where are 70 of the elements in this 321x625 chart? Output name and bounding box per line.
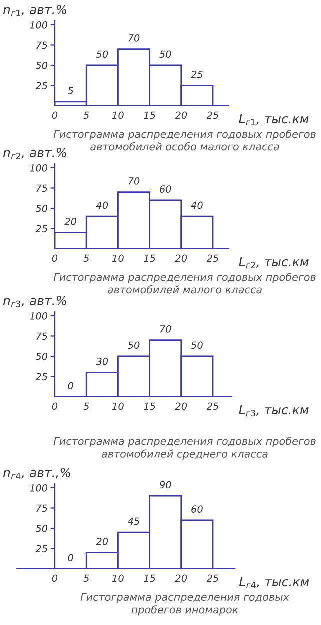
x-axis-title: L$_{г2}$, тыс.км: [239, 257, 309, 268]
data-label: 50: [96, 50, 108, 58]
x-tick-label: 5: [84, 112, 90, 120]
y-tick-label: 75: [36, 42, 48, 50]
text: Гистограмма распределения годовых пробегов иномарок: [80, 593, 290, 616]
x-tick-label: 5: [84, 402, 90, 410]
data-label: 0: [68, 382, 74, 390]
x-tick-label: 5: [84, 574, 90, 582]
data-label: 5: [68, 87, 74, 95]
y-tick-label: 25: [36, 545, 48, 553]
data-label: 60: [192, 506, 203, 513]
text: Гистограмма распределения годовых пробегов автомобилей малого класса: [54, 273, 316, 294]
x-tick-label: 20: [175, 112, 188, 120]
data-label: 20: [64, 218, 76, 226]
y-tick-label: 50: [36, 352, 48, 360]
y-tick-label: 100: [30, 312, 48, 320]
y-axis-title: n$_{г1}$, авт.%: [3, 5, 67, 16]
x-axis-title: L$_{г3}$, тыс.км: [239, 405, 309, 417]
data-label: 50: [160, 50, 172, 58]
y-tick-label: 25: [36, 373, 48, 381]
data-label: 40: [191, 202, 203, 210]
y-tick-label: 100: [30, 484, 48, 492]
data-label: 40: [96, 202, 108, 210]
x-tick-label: 15: [144, 254, 156, 262]
x-tick-label: 5: [84, 254, 90, 262]
y-tick-label: 50: [36, 524, 48, 532]
x-tick-label: 25: [206, 254, 219, 262]
y-tick-label: 75: [36, 184, 48, 192]
x-tick-label: 25: [206, 574, 219, 582]
x-tick-label: 25: [206, 112, 219, 120]
data-label: 70: [160, 326, 172, 333]
x-tick-label: 20: [175, 574, 188, 582]
x-tick-label: 10: [112, 254, 124, 262]
data-label: 90: [160, 481, 172, 489]
x-tick-label: 20: [175, 254, 188, 262]
x-axis-title: L$_{г4}$, тыс.км: [239, 577, 310, 588]
x-tick-label: 0: [52, 112, 58, 120]
data-label: 0: [68, 554, 74, 562]
data-label: 50: [191, 342, 203, 350]
x-tick-label: 10: [112, 574, 124, 582]
data-label: 60: [160, 186, 172, 193]
text: Гистограмма распределения годовых пробегов автомобилей среднего класса: [54, 437, 316, 460]
x-tick-label: 20: [175, 402, 188, 410]
y-tick-label: 25: [36, 225, 48, 233]
x-axis-title: L$_{г1}$, тыс.км: [239, 114, 309, 126]
x-tick-label: 15: [144, 402, 156, 410]
y-tick-label: 75: [36, 504, 48, 512]
data-label: 70: [128, 34, 140, 42]
x-tick-label: 15: [144, 574, 156, 582]
data-label: 70: [128, 178, 140, 185]
x-tick-label: 10: [112, 402, 124, 410]
x-tick-label: 25: [206, 402, 219, 410]
x-tick-label: 10: [112, 112, 124, 120]
data-label: 50: [128, 342, 140, 350]
data-label: 45: [128, 518, 140, 526]
x-tick-label: 0: [52, 254, 58, 262]
y-tick-label: 50: [36, 62, 48, 70]
y-axis-title: n$_{г4}$, авт.,%: [3, 468, 70, 480]
y-tick-label: 100: [30, 21, 48, 29]
y-axis-title: n$_{г3}$, авт.%: [3, 296, 67, 308]
x-tick-label: 15: [144, 112, 156, 120]
x-tick-label: 0: [52, 402, 58, 410]
y-tick-label: 100: [30, 164, 48, 172]
data-label: 25: [191, 70, 203, 78]
x-tick-label: 0: [52, 574, 58, 582]
data-label: 30: [96, 358, 108, 366]
y-tick-label: 25: [36, 82, 48, 90]
y-tick-label: 50: [36, 204, 48, 212]
y-tick-label: 75: [36, 332, 48, 340]
data-label: 20: [96, 538, 108, 546]
